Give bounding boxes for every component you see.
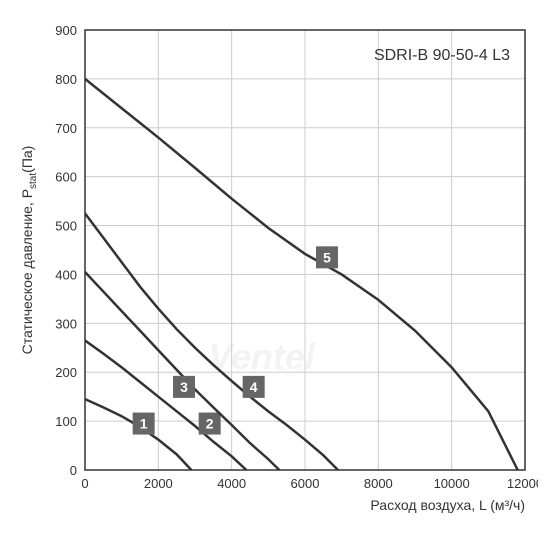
curve-label-5: 5	[323, 249, 331, 265]
y-axis-label-group: Статическое давление, Pstat(Па)	[19, 146, 39, 355]
y-tick-label: 700	[55, 121, 77, 136]
x-tick-label: 6000	[291, 476, 320, 491]
y-tick-label: 500	[55, 219, 77, 234]
y-tick-label: 400	[55, 267, 77, 282]
y-tick-label: 900	[55, 23, 77, 38]
y-tick-label: 300	[55, 316, 77, 331]
x-axis-label: Расход воздуха, L (м³/ч)	[370, 497, 525, 513]
y-tick-label: 800	[55, 72, 77, 87]
y-tick-label: 100	[55, 414, 77, 429]
x-tick-label: 8000	[364, 476, 393, 491]
y-tick-label: 0	[70, 463, 77, 478]
x-tick-label: 2000	[144, 476, 173, 491]
curve-label-3: 3	[180, 379, 188, 395]
chart-title: SDRI-B 90-50-4 L3	[374, 47, 510, 64]
y-axis-label: Статическое давление, Pstat(Па)	[19, 146, 39, 355]
curve-label-2: 2	[206, 416, 214, 432]
x-tick-label: 0	[81, 476, 88, 491]
curve-label-1: 1	[140, 416, 148, 432]
curve-label-4: 4	[250, 379, 258, 395]
x-tick-label: 12000	[507, 476, 538, 491]
fan-curve-chart: Ventel 0 2000 4000 6000 8000 10000 12000 0 100 200…	[10, 10, 538, 527]
x-tick-label: 4000	[217, 476, 246, 491]
y-tick-label: 600	[55, 170, 77, 185]
chart-container: Ventel 0 2000 4000 6000 8000 10000 12000 0 100 200…	[10, 10, 538, 527]
y-tick-label: 200	[55, 365, 77, 380]
watermark: Ventel	[208, 336, 316, 377]
x-tick-label: 10000	[434, 476, 470, 491]
